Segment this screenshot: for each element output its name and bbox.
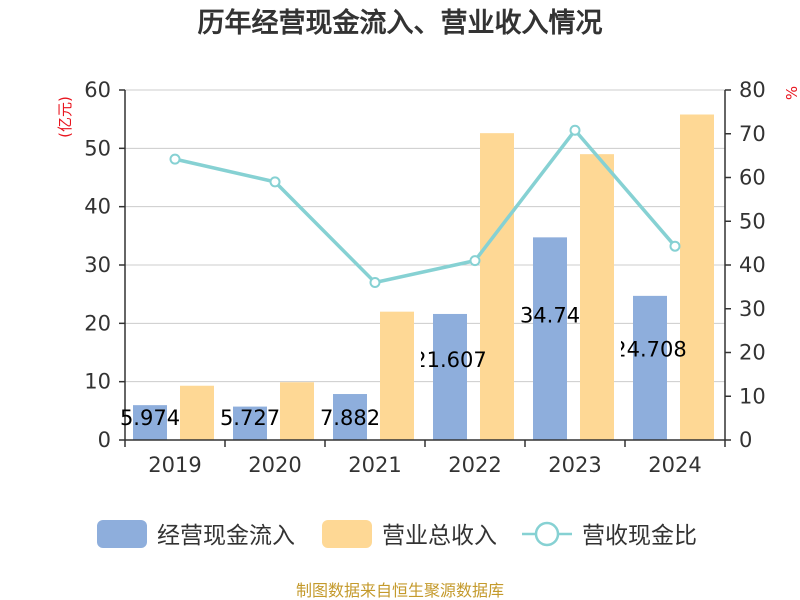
bar-cash-inflow (633, 295, 667, 440)
bar-cash-inflow (533, 237, 567, 440)
legend: 经营现金流入 营业总收入 营收现金比 (97, 520, 697, 549)
legend-label-ratio: 营收现金比 (582, 523, 697, 549)
bar-labels: 5.974 5.727 7.882 21.607 34.74 24.708 (120, 303, 687, 430)
x-tick-label: 2022 (448, 453, 501, 477)
left-tick-label: 30 (84, 253, 111, 277)
legend-label-cash-inflow: 经营现金流入 (157, 523, 295, 549)
left-tick-label: 20 (84, 311, 111, 335)
left-tick-label: 0 (98, 428, 111, 452)
right-tick-label: 40 (739, 253, 766, 277)
gridlines (125, 89, 725, 383)
legend-label-revenue: 营业总收入 (382, 523, 497, 549)
bar-revenue (680, 114, 714, 440)
ratio-point (669, 240, 681, 252)
ratio-point (269, 176, 281, 188)
right-tick-label: 70 (739, 122, 766, 146)
left-tick-label: 40 (84, 195, 111, 219)
left-tick-label: 50 (84, 136, 111, 160)
left-tick-label: 10 (84, 370, 111, 394)
ratio-line-path (174, 127, 677, 285)
x-tick-label: 2020 (248, 453, 301, 477)
ratio-point (169, 153, 181, 165)
right-tick-label: 20 (739, 341, 766, 365)
bar-data-label: 21.607 (413, 348, 486, 372)
legend-swatch-revenue (322, 520, 372, 548)
bar-revenue (380, 311, 414, 440)
legend-swatch-cash-inflow (97, 520, 147, 548)
chart-title: 历年经营现金流入、营业收入情况 (198, 7, 603, 39)
bar-data-label: 34.74 (520, 303, 580, 327)
bar-revenue (480, 133, 514, 440)
right-axis-unit: % (783, 86, 800, 100)
bar-cash-inflow (433, 313, 467, 440)
source-note: 制图数据来自恒生聚源数据库 (296, 581, 504, 600)
right-tick-label: 80 (739, 78, 766, 102)
ratio-point (469, 255, 481, 267)
left-tick-label: 60 (84, 78, 111, 102)
x-tick-label: 2021 (348, 453, 401, 477)
x-tick-label: 2024 (648, 453, 701, 477)
right-tick-label: 60 (739, 166, 766, 190)
bar-data-label: 7.882 (320, 406, 380, 430)
right-tick-label: 30 (739, 297, 766, 321)
bar-data-label: 24.708 (613, 337, 686, 361)
x-tick-label: 2019 (148, 453, 201, 477)
legend-marker-ratio (534, 521, 560, 547)
ratio-line (169, 124, 681, 288)
bar-revenue (180, 385, 214, 440)
bar-cash-inflow (233, 406, 267, 440)
ratio-point (569, 124, 581, 136)
right-tick-label: 10 (739, 384, 766, 408)
bar-revenue (280, 382, 314, 440)
axes: 0 10 20 30 40 50 60 0 10 20 30 40 50 60 70 80 2019 2020 20… (84, 78, 765, 477)
left-axis-unit: (亿元) (56, 96, 74, 138)
bars (133, 114, 714, 440)
bar-revenue (580, 154, 614, 440)
bar-cash-inflow (333, 394, 367, 440)
bar-data-label: 5.974 (120, 406, 180, 430)
x-tick-label: 2023 (548, 453, 601, 477)
right-tick-label: 50 (739, 209, 766, 233)
right-tick-label: 0 (739, 428, 752, 452)
ratio-point (369, 277, 381, 288)
bar-cash-inflow (133, 405, 167, 440)
bar-data-label: 5.727 (220, 406, 280, 430)
